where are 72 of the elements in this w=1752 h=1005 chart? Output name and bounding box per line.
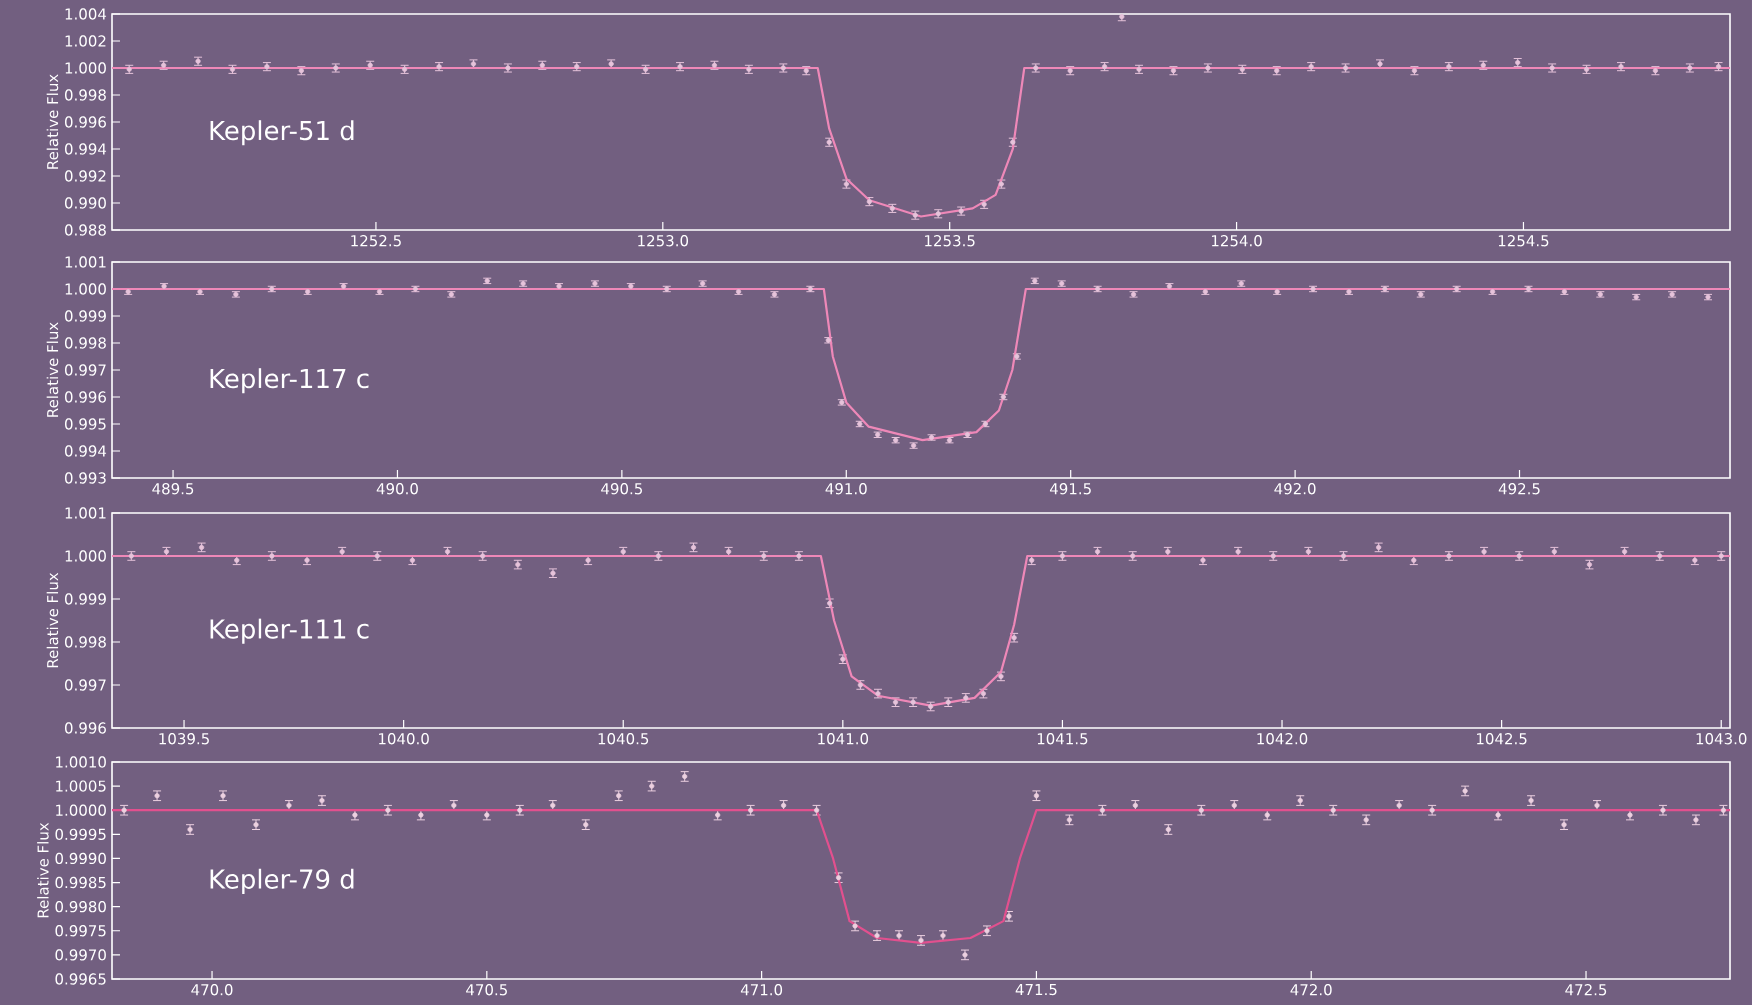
line-series [112, 287, 1731, 442]
x-tick-label: 1040.5 [598, 733, 649, 745]
y-tick-label: 1.001 [65, 507, 106, 519]
y-tick-label: 0.996 [65, 722, 106, 734]
y-tick-label: 0.993 [65, 472, 106, 484]
x-tick-label: 490.0 [376, 483, 418, 495]
annotation: Kepler-51 d [210, 120, 354, 146]
y-tick-label: 0.998 [65, 337, 106, 349]
line-series [112, 66, 1731, 218]
x-tick-label: 1253.0 [638, 235, 689, 247]
annotation: Kepler-111 c [210, 618, 369, 644]
y-tick-label: 1.000 [65, 283, 106, 295]
y-axis-title: Relative Flux [46, 322, 59, 417]
y-tick-label: 0.9985 [55, 876, 106, 889]
x-tick-label: 1040.0 [379, 733, 429, 745]
x-tick-label: 1254.0 [1211, 235, 1262, 247]
y-tick-label: 0.9970 [55, 949, 106, 961]
y-tick-label: 0.988 [65, 224, 106, 236]
y-tick-label: 0.997 [65, 679, 106, 691]
y-tick-label: 1.0010 [56, 756, 106, 768]
y-axis-title: Relative Flux [46, 74, 59, 169]
y-tick-label: 0.999 [65, 310, 106, 322]
y-axis-title: Relative Flux [46, 572, 59, 668]
y-axis-title: Relative Flux [37, 822, 49, 918]
y-tick-label: 0.9990 [55, 852, 106, 865]
y-tick-label: 1.002 [65, 35, 106, 47]
x-tick-label: 1043.0 [1696, 733, 1747, 745]
y-tick-label: 0.995 [65, 418, 106, 430]
y-tick-label: 0.997 [65, 364, 106, 376]
y-tick-label: 0.996 [65, 391, 106, 403]
x-tick-label: 1042.5 [1477, 733, 1527, 745]
y-tick-label: 1.000 [65, 62, 106, 74]
y-tick-label: 0.9965 [55, 973, 106, 985]
y-tick-label: 1.0000 [56, 804, 106, 816]
x-tick-label: 1041.5 [1037, 733, 1088, 745]
annotation: Kepler-79 d [210, 868, 354, 894]
y-tick-label: 1.000 [65, 550, 106, 562]
x-tick-label: 471.0 [740, 984, 783, 996]
x-tick-label: 490.5 [601, 483, 643, 495]
y-tick-label: 0.996 [65, 116, 106, 128]
x-tick-label: 1252.5 [351, 235, 401, 247]
y-tick-label: 1.004 [65, 8, 107, 20]
x-tick-label: 492.0 [1274, 483, 1316, 495]
y-tick-label: 0.9980 [55, 900, 106, 913]
y-tick-label: 1.001 [65, 256, 106, 268]
line-series [112, 554, 1731, 707]
x-tick-label: 472.5 [1565, 984, 1607, 996]
y-tick-label: 0.994 [65, 143, 107, 155]
x-tick-label: 1041.0 [818, 733, 869, 745]
y-tick-label: 0.994 [65, 445, 107, 457]
x-tick-label: 492.5 [1498, 483, 1540, 495]
y-tick-label: 0.9975 [55, 925, 106, 937]
y-tick-label: 0.9995 [55, 828, 106, 840]
x-tick-label: 472.0 [1290, 984, 1332, 996]
y-tick-label: 0.990 [65, 197, 106, 209]
x-tick-label: 491.5 [1049, 483, 1091, 495]
y-tick-label: 0.998 [65, 636, 106, 648]
x-tick-label: 491.0 [825, 483, 867, 495]
x-tick-label: 1254.5 [1498, 235, 1549, 247]
x-tick-label: 471.5 [1015, 984, 1057, 996]
x-tick-label: 489.5 [152, 483, 194, 495]
annotation: Kepler-117 c [210, 368, 369, 394]
line-series [112, 809, 1731, 944]
x-tick-label: 1253.5 [925, 235, 975, 247]
x-tick-label: 1042.0 [1257, 733, 1308, 745]
y-tick-label: 0.998 [65, 89, 106, 101]
x-tick-label: 1039.5 [159, 733, 209, 745]
y-tick-label: 0.992 [65, 170, 106, 182]
y-tick-label: 0.999 [65, 593, 106, 605]
y-tick-label: 1.0005 [56, 780, 106, 792]
x-tick-label: 470.5 [466, 984, 507, 996]
x-tick-label: 470.0 [191, 984, 233, 996]
